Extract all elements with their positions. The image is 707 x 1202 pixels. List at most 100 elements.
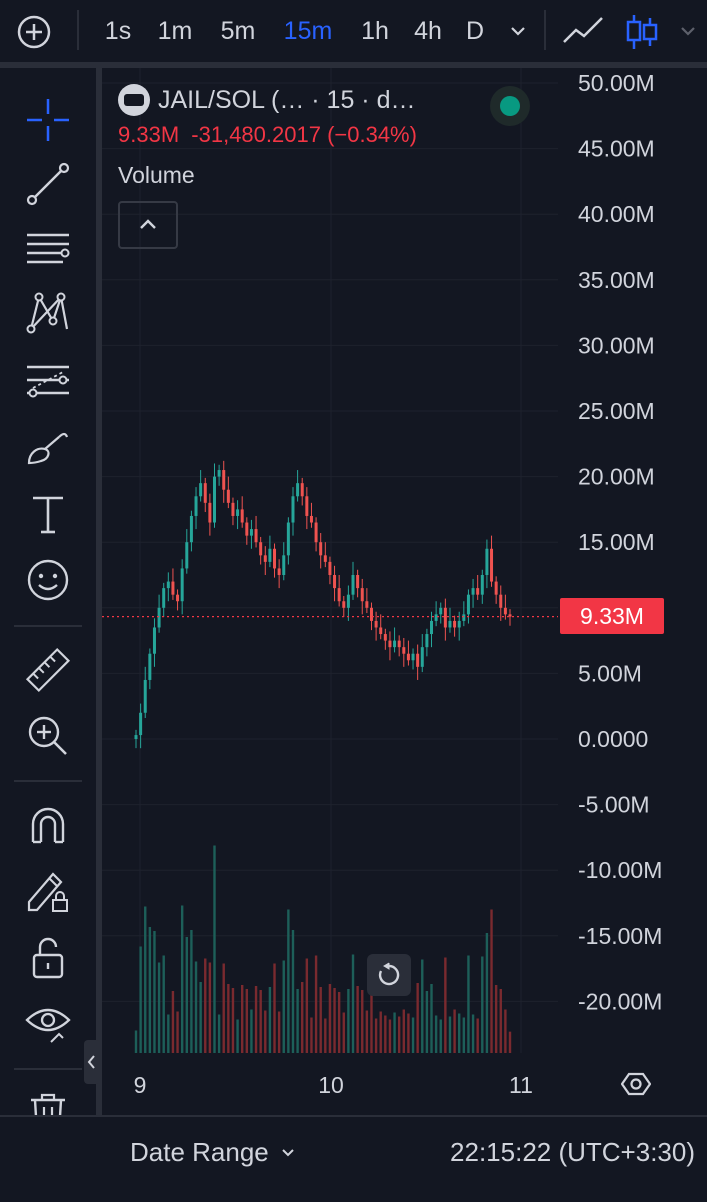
- symbol-title[interactable]: JAIL/SOL (… · 15 · d…: [158, 85, 416, 114]
- candle-body: [199, 483, 203, 497]
- candles-chart-button[interactable]: [620, 12, 664, 50]
- volume-indicator-label[interactable]: Volume: [118, 162, 195, 188]
- volume-bar: [342, 1012, 345, 1053]
- lock-drawings-tool[interactable]: [18, 861, 78, 921]
- candle-body: [309, 515, 313, 523]
- timeframe-1m[interactable]: 1m: [157, 17, 193, 45]
- volume-bar: [494, 985, 498, 1053]
- candle-body: [286, 522, 290, 556]
- crosshair-tool[interactable]: [18, 90, 78, 150]
- candle-body: [300, 483, 304, 497]
- timeframe-5m[interactable]: 5m: [220, 17, 256, 45]
- volume-bar: [485, 933, 489, 1053]
- volume-bar: [231, 988, 235, 1053]
- volume-bar: [453, 1009, 456, 1053]
- candle-body: [448, 620, 452, 628]
- chevron-left-icon: [87, 1055, 95, 1069]
- candle-body: [453, 620, 457, 628]
- volume-bar: [416, 983, 419, 1053]
- volume-bar: [204, 958, 207, 1053]
- timeframe-dropdown[interactable]: [500, 12, 536, 50]
- zoom-in-tool[interactable]: [18, 706, 78, 766]
- horizontal-lines-tool[interactable]: [18, 218, 78, 278]
- lock-all-tool[interactable]: [18, 928, 78, 988]
- candle-body: [499, 594, 503, 608]
- line-chart-button[interactable]: [558, 12, 608, 50]
- pencil-lock-icon: [27, 872, 68, 912]
- volume-bar: [397, 1016, 401, 1053]
- candlestick-icon: [626, 15, 658, 49]
- candle-body: [346, 594, 350, 608]
- candle-body: [259, 542, 263, 556]
- collapse-legend-button[interactable]: [118, 201, 178, 249]
- candle-body: [245, 522, 249, 536]
- volume-bar: [462, 1017, 466, 1053]
- price-tick-label: -5.00M: [578, 792, 650, 818]
- candle-body: [296, 483, 300, 497]
- timeframe-4h[interactable]: 4h: [414, 17, 442, 45]
- volume-bar: [430, 984, 433, 1053]
- volume-bar: [393, 1012, 396, 1053]
- candle-body: [226, 489, 230, 503]
- candle-body: [254, 529, 258, 543]
- volume-bar: [153, 931, 156, 1053]
- candle-body: [314, 522, 318, 543]
- emoji-tool[interactable]: [18, 550, 78, 610]
- candle-body: [176, 594, 180, 602]
- ruler-icon: [25, 647, 71, 693]
- chart-settings-button[interactable]: [618, 1066, 654, 1102]
- candle-body: [462, 614, 466, 621]
- date-range-button[interactable]: Date Range: [130, 1137, 297, 1168]
- market-status-badge[interactable]: [490, 86, 530, 126]
- magnet-tool[interactable]: [18, 795, 78, 855]
- volume-bar: [144, 906, 147, 1053]
- reset-chart-button[interactable]: [367, 954, 411, 996]
- timeframe-1s[interactable]: 1s: [104, 17, 132, 45]
- brush-tool[interactable]: [18, 418, 78, 478]
- volume-bar: [384, 1015, 387, 1053]
- candle-body: [291, 496, 295, 523]
- chart-pane[interactable]: 50.00M 45.00M 40.00M 35.00M 30.00M 25.00M 20.0…: [102, 68, 707, 1115]
- volume-bar: [171, 991, 175, 1053]
- volume-bar: [148, 927, 152, 1053]
- timeframe-d[interactable]: D: [465, 17, 485, 45]
- timeframe-15m[interactable]: 15m: [283, 17, 333, 45]
- timeframe-1h[interactable]: 1h: [361, 17, 389, 45]
- add-symbol-button[interactable]: [12, 12, 56, 50]
- chevron-down-icon: [511, 27, 525, 36]
- volume-bar: [421, 959, 424, 1053]
- chart-type-dropdown[interactable]: [672, 12, 704, 50]
- candle-body: [425, 634, 429, 648]
- magnet-icon: [31, 807, 65, 844]
- collapse-toolbar-handle[interactable]: [84, 1040, 100, 1084]
- volume-bar: [227, 984, 230, 1053]
- volume-bar: [337, 992, 341, 1053]
- clock[interactable]: 22:15:22 (UTC+3:30): [450, 1137, 695, 1167]
- last-value: 9.33M: [118, 122, 180, 147]
- candle-body: [268, 548, 272, 562]
- volume-series: [134, 845, 512, 1053]
- candle-body: [231, 502, 235, 516]
- chevron-up-icon: [140, 219, 156, 229]
- candle-body: [480, 575, 484, 595]
- forecast-tool[interactable]: [18, 350, 78, 410]
- visibility-tool[interactable]: [18, 993, 78, 1053]
- text-tool[interactable]: [18, 484, 78, 544]
- candle-body: [166, 581, 170, 589]
- ruler-tool[interactable]: [18, 640, 78, 700]
- volume-bar: [185, 937, 188, 1053]
- volume-bar: [305, 958, 309, 1053]
- price-tick-label: 50.00M: [578, 70, 655, 96]
- pattern-tool[interactable]: [18, 282, 78, 342]
- volume-bar: [508, 1031, 512, 1053]
- volume-bar: [277, 1011, 281, 1053]
- price-tick-label: -15.00M: [578, 923, 662, 949]
- price-tick-label: -10.00M: [578, 857, 662, 883]
- toolbar-divider: [14, 780, 82, 782]
- chevron-down-icon: [681, 27, 695, 36]
- crosshair-icon: [27, 99, 69, 141]
- price-tick-label: 20.00M: [578, 464, 655, 490]
- trend-line-tool[interactable]: [18, 154, 78, 214]
- gear-icon: [621, 1072, 651, 1096]
- candle-body: [328, 561, 332, 575]
